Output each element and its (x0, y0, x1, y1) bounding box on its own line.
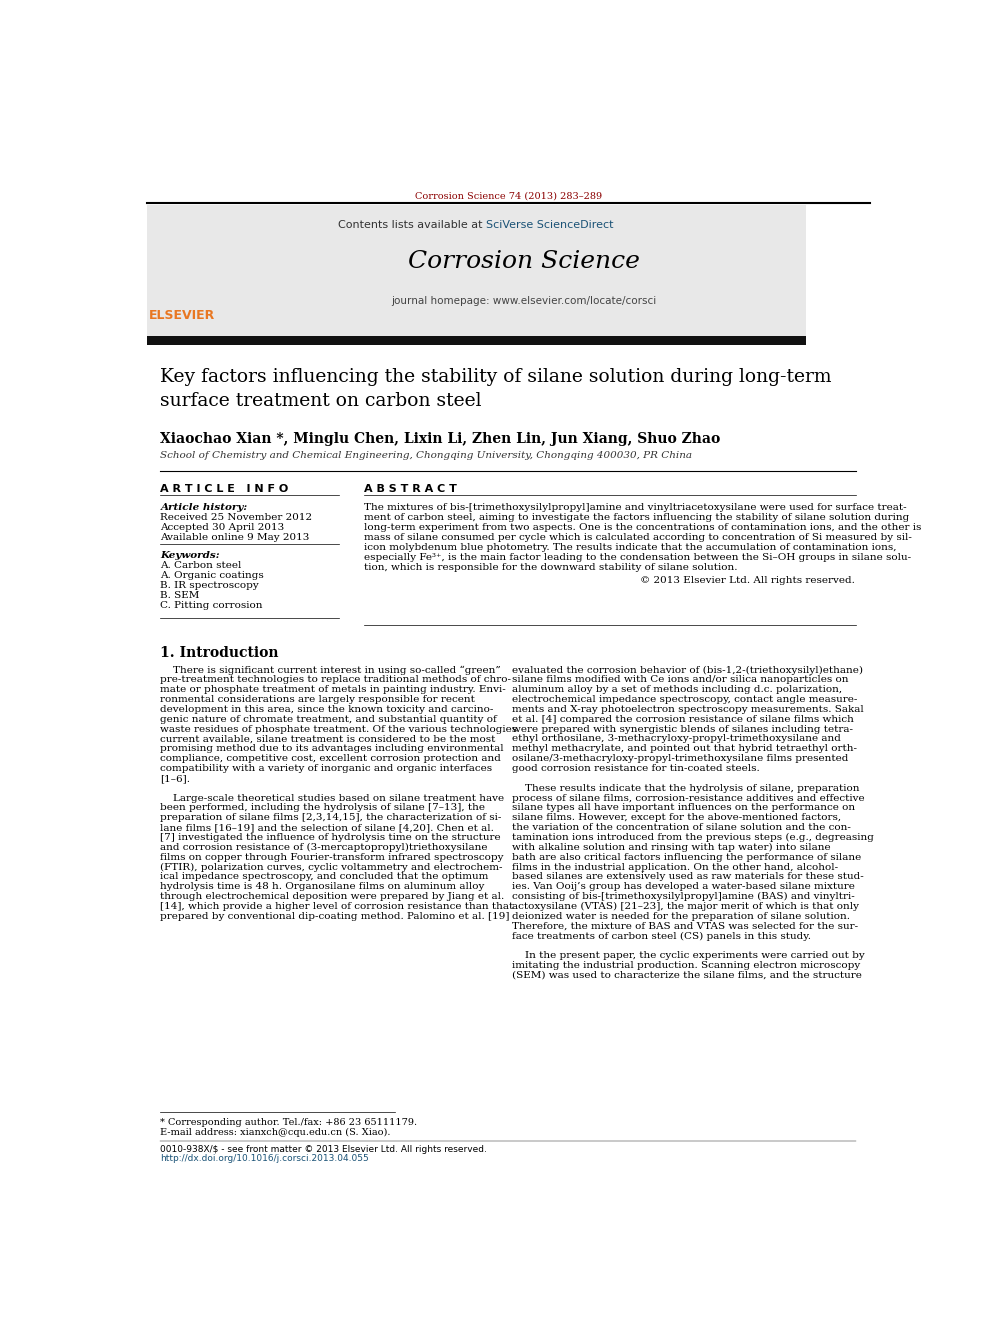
Text: A. Organic coatings: A. Organic coatings (161, 570, 264, 579)
Text: icon molybdenum blue photometry. The results indicate that the accumulation of c: icon molybdenum blue photometry. The res… (364, 542, 897, 552)
Text: C. Pitting corrosion: C. Pitting corrosion (161, 601, 263, 610)
Text: deionized water is needed for the preparation of silane solution.: deionized water is needed for the prepar… (512, 912, 849, 921)
Text: [7] investigated the influence of hydrolysis time on the structure: [7] investigated the influence of hydrol… (161, 833, 501, 841)
Text: long-term experiment from two aspects. One is the concentrations of contaminatio: long-term experiment from two aspects. O… (364, 523, 922, 532)
Text: A B S T R A C T: A B S T R A C T (364, 484, 457, 493)
Text: B. SEM: B. SEM (161, 591, 199, 599)
Text: journal homepage: www.elsevier.com/locate/corsci: journal homepage: www.elsevier.com/locat… (391, 296, 657, 306)
Text: osilane/3-methacryloxy-propyl-trimethoxysilane films presented: osilane/3-methacryloxy-propyl-trimethoxy… (512, 754, 848, 763)
Text: were prepared with synergistic blends of silanes including tetra-: were prepared with synergistic blends of… (512, 725, 852, 733)
Text: face treatments of carbon steel (CS) panels in this study.: face treatments of carbon steel (CS) pan… (512, 931, 810, 941)
Text: ronmental considerations are largely responsible for recent: ronmental considerations are largely res… (161, 695, 475, 704)
Text: ment of carbon steel, aiming to investigate the factors influencing the stabilit: ment of carbon steel, aiming to investig… (364, 513, 910, 523)
Text: A. Carbon steel: A. Carbon steel (161, 561, 242, 570)
Text: with alkaline solution and rinsing with tap water) into silane: with alkaline solution and rinsing with … (512, 843, 830, 852)
Text: These results indicate that the hydrolysis of silane, preparation: These results indicate that the hydrolys… (512, 783, 859, 792)
Text: Keywords:: Keywords: (161, 550, 220, 560)
Bar (147, 336, 806, 345)
Text: films in the industrial application. On the other hand, alcohol-: films in the industrial application. On … (512, 863, 837, 872)
Text: * Corresponding author. Tel./fax: +86 23 65111179.: * Corresponding author. Tel./fax: +86 23… (161, 1118, 418, 1127)
Text: methyl methacrylate, and pointed out that hybrid tetraethyl orth-: methyl methacrylate, and pointed out tha… (512, 745, 856, 753)
Text: been performed, including the hydrolysis of silane [7–13], the: been performed, including the hydrolysis… (161, 803, 485, 812)
Text: good corrosion resistance for tin-coated steels.: good corrosion resistance for tin-coated… (512, 763, 759, 773)
Text: compatibility with a variety of inorganic and organic interfaces: compatibility with a variety of inorgani… (161, 763, 493, 773)
Text: tamination ions introduced from the previous steps (e.g., degreasing: tamination ions introduced from the prev… (512, 833, 873, 843)
Text: and corrosion resistance of (3-mercaptopropyl)triethoxysilane: and corrosion resistance of (3-mercaptop… (161, 843, 488, 852)
Text: consisting of bis-[trimethoxysilylpropyl]amine (BAS) and vinyltri-: consisting of bis-[trimethoxysilylpropyl… (512, 892, 854, 901)
Text: Available online 9 May 2013: Available online 9 May 2013 (161, 533, 310, 542)
Text: process of silane films, corrosion-resistance additives and effective: process of silane films, corrosion-resis… (512, 794, 864, 803)
Text: ELSEVIER: ELSEVIER (149, 308, 215, 321)
Text: A R T I C L E   I N F O: A R T I C L E I N F O (161, 484, 289, 493)
Text: [14], which provide a higher level of corrosion resistance than that: [14], which provide a higher level of co… (161, 902, 514, 912)
Text: genic nature of chromate treatment, and substantial quantity of: genic nature of chromate treatment, and … (161, 714, 497, 724)
Bar (147, 205, 806, 336)
Text: silane types all have important influences on the performance on: silane types all have important influenc… (512, 803, 855, 812)
Text: © 2013 Elsevier Ltd. All rights reserved.: © 2013 Elsevier Ltd. All rights reserved… (640, 576, 855, 585)
Text: Received 25 November 2012: Received 25 November 2012 (161, 513, 312, 523)
Text: In the present paper, the cyclic experiments were carried out by: In the present paper, the cyclic experim… (512, 951, 864, 960)
Text: ments and X-ray photoelectron spectroscopy measurements. Sakal: ments and X-ray photoelectron spectrosco… (512, 705, 863, 714)
Text: especially Fe³⁺, is the main factor leading to the condensation between the Si–O: especially Fe³⁺, is the main factor lead… (364, 553, 912, 562)
Text: (FTIR), polarization curves, cyclic voltammetry and electrochem-: (FTIR), polarization curves, cyclic volt… (161, 863, 503, 872)
Text: E-mail address: xianxch@cqu.edu.cn (S. Xiao).: E-mail address: xianxch@cqu.edu.cn (S. X… (161, 1127, 391, 1136)
Text: mass of silane consumed per cycle which is calculated according to concentration: mass of silane consumed per cycle which … (364, 533, 912, 542)
Text: Article history:: Article history: (161, 503, 248, 512)
Text: The mixtures of bis-[trimethoxysilylpropyl]amine and vinyltriacetoxysilane were : The mixtures of bis-[trimethoxysilylprop… (364, 503, 907, 512)
Text: aluminum alloy by a set of methods including d.c. polarization,: aluminum alloy by a set of methods inclu… (512, 685, 841, 695)
Text: SciVerse ScienceDirect: SciVerse ScienceDirect (486, 221, 613, 230)
Text: hydrolysis time is 48 h. Organosilane films on aluminum alloy: hydrolysis time is 48 h. Organosilane fi… (161, 882, 485, 892)
Text: tion, which is responsible for the downward stability of silane solution.: tion, which is responsible for the downw… (364, 564, 738, 572)
Text: 0010-938X/$ - see front matter © 2013 Elsevier Ltd. All rights reserved.: 0010-938X/$ - see front matter © 2013 El… (161, 1146, 487, 1154)
Text: actoxysilane (VTAS) [21–23], the major merit of which is that only: actoxysilane (VTAS) [21–23], the major m… (512, 902, 858, 912)
Text: current available, silane treatment is considered to be the most: current available, silane treatment is c… (161, 734, 496, 744)
Text: Xiaochao Xian *, Minglu Chen, Lixin Li, Zhen Lin, Jun Xiang, Shuo Zhao: Xiaochao Xian *, Minglu Chen, Lixin Li, … (161, 433, 720, 446)
Text: bath are also critical factors influencing the performance of silane: bath are also critical factors influenci… (512, 853, 861, 861)
Text: lane films [16–19] and the selection of silane [4,20]. Chen et al.: lane films [16–19] and the selection of … (161, 823, 494, 832)
Text: electrochemical impedance spectroscopy, contact angle measure-: electrochemical impedance spectroscopy, … (512, 695, 857, 704)
Text: through electrochemical deposition were prepared by Jiang et al.: through electrochemical deposition were … (161, 892, 505, 901)
Text: silane films. However, except for the above-mentioned factors,: silane films. However, except for the ab… (512, 814, 840, 823)
Text: (SEM) was used to characterize the silane films, and the structure: (SEM) was used to characterize the silan… (512, 971, 861, 980)
Text: ies. Van Ooij’s group has developed a water-based silane mixture: ies. Van Ooij’s group has developed a wa… (512, 882, 854, 892)
Text: waste residues of phosphate treatment. Of the various technologies: waste residues of phosphate treatment. O… (161, 725, 518, 733)
Text: Accepted 30 April 2013: Accepted 30 April 2013 (161, 523, 285, 532)
Text: the variation of the concentration of silane solution and the con-: the variation of the concentration of si… (512, 823, 850, 832)
Text: pre-treatment technologies to replace traditional methods of chro-: pre-treatment technologies to replace tr… (161, 675, 512, 684)
Text: Corrosion Science: Corrosion Science (408, 250, 640, 273)
Text: Corrosion Science 74 (2013) 283–289: Corrosion Science 74 (2013) 283–289 (415, 192, 602, 201)
Text: films on copper through Fourier-transform infrared spectroscopy: films on copper through Fourier-transfor… (161, 853, 504, 861)
Text: [1–6].: [1–6]. (161, 774, 190, 783)
Text: mate or phosphate treatment of metals in painting industry. Envi-: mate or phosphate treatment of metals in… (161, 685, 506, 695)
Text: Key factors influencing the stability of silane solution during long-term
surfac: Key factors influencing the stability of… (161, 368, 832, 410)
Text: promising method due to its advantages including environmental: promising method due to its advantages i… (161, 745, 504, 753)
Text: preparation of silane films [2,3,14,15], the characterization of si-: preparation of silane films [2,3,14,15],… (161, 814, 502, 823)
Text: 1. Introduction: 1. Introduction (161, 646, 279, 660)
Text: Contents lists available at: Contents lists available at (338, 221, 486, 230)
Text: http://dx.doi.org/10.1016/j.corsci.2013.04.055: http://dx.doi.org/10.1016/j.corsci.2013.… (161, 1155, 369, 1163)
Text: Therefore, the mixture of BAS and VTAS was selected for the sur-: Therefore, the mixture of BAS and VTAS w… (512, 922, 858, 930)
Text: evaluated the corrosion behavior of (bis-1,2-(triethoxysilyl)ethane): evaluated the corrosion behavior of (bis… (512, 665, 862, 675)
Text: B. IR spectroscopy: B. IR spectroscopy (161, 581, 259, 590)
Text: prepared by conventional dip-coating method. Palomino et al. [19]: prepared by conventional dip-coating met… (161, 912, 510, 921)
Text: There is significant current interest in using so-called “green”: There is significant current interest in… (161, 665, 501, 675)
Text: compliance, competitive cost, excellent corrosion protection and: compliance, competitive cost, excellent … (161, 754, 501, 763)
Text: ethyl orthosilane, 3-methacryloxy-propyl-trimethoxysilane and: ethyl orthosilane, 3-methacryloxy-propyl… (512, 734, 840, 744)
Text: et al. [4] compared the corrosion resistance of silane films which: et al. [4] compared the corrosion resist… (512, 714, 853, 724)
Text: ical impedance spectroscopy, and concluded that the optimum: ical impedance spectroscopy, and conclud… (161, 872, 489, 881)
Text: imitating the industrial production. Scanning electron microscopy: imitating the industrial production. Sca… (512, 960, 860, 970)
Text: based silanes are extensively used as raw materials for these stud-: based silanes are extensively used as ra… (512, 872, 863, 881)
Text: development in this area, since the known toxicity and carcino-: development in this area, since the know… (161, 705, 494, 714)
Text: Large-scale theoretical studies based on silane treatment have: Large-scale theoretical studies based on… (161, 794, 505, 803)
Text: silane films modified with Ce ions and/or silica nanoparticles on: silane films modified with Ce ions and/o… (512, 675, 848, 684)
Text: School of Chemistry and Chemical Engineering, Chongqing University, Chongqing 40: School of Chemistry and Chemical Enginee… (161, 451, 692, 460)
